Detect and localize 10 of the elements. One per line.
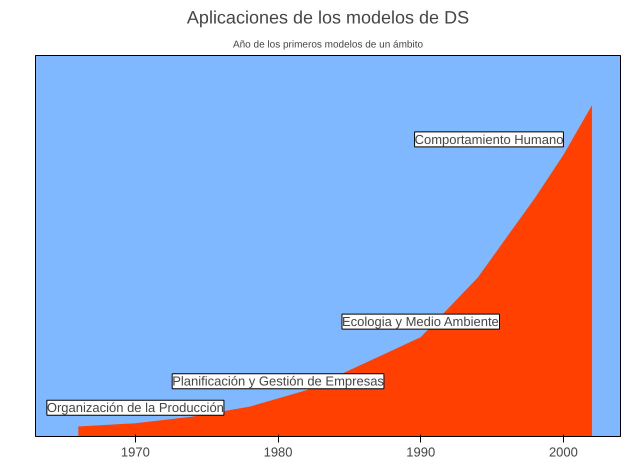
annotation: Ecologia y Medio Ambiente <box>342 314 499 330</box>
x-tick-label: 1990 <box>406 444 436 459</box>
annotation: Comportamiento Humano <box>414 132 564 147</box>
x-tick-label: 1970 <box>120 444 150 459</box>
chart-subtitle: Año de los primeros modelos de un ámbito <box>232 40 424 50</box>
annotation: Organización de la Producción <box>46 400 224 416</box>
x-tick-label: 2000 <box>548 444 578 459</box>
x-tick-label: 1980 <box>264 444 293 459</box>
annotation: Planificación y Gestión de Empresas <box>172 374 384 389</box>
chart-title: Aplicaciones de los modelos de DS <box>186 8 470 28</box>
